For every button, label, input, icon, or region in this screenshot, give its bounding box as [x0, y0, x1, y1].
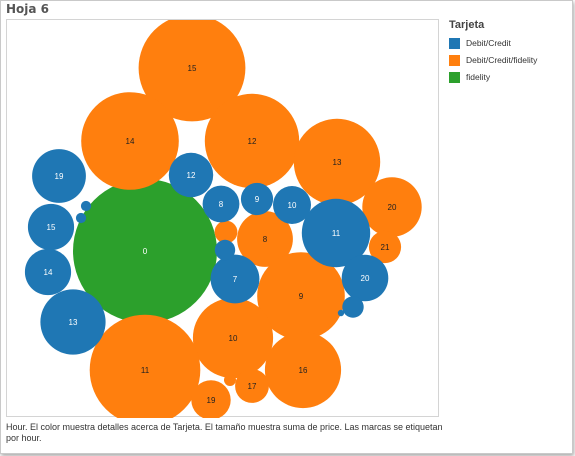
bubble-debit-credit-13[interactable]: [40, 289, 106, 355]
bubble-label: 10: [229, 334, 238, 343]
bubble-label: 17: [248, 382, 257, 391]
bubble-label: 7: [233, 275, 238, 284]
chart-caption: Hour. El color muestra detalles acerca d…: [6, 422, 443, 443]
bubble-debit-credit-unlabeled[interactable]: [75, 212, 87, 224]
bubble-debit-credit-fidelity-19[interactable]: [191, 380, 231, 418]
bubble-label: 15: [47, 223, 56, 232]
bubble-debit-credit-fidelity-unlabeled[interactable]: [214, 220, 238, 244]
legend-swatch: [449, 54, 460, 66]
bubble-label: 13: [69, 318, 78, 327]
bubble-label: 19: [207, 396, 216, 405]
legend-label: Debit/Credit: [466, 38, 511, 48]
bubble-debit-credit-fidelity-13[interactable]: [293, 118, 381, 206]
bubble-debit-credit-unlabeled[interactable]: [214, 239, 236, 261]
sheet-title: Hoja 6: [6, 2, 50, 16]
bubble-debit-credit-8[interactable]: [202, 185, 240, 223]
bubble-debit-credit-unlabeled[interactable]: [80, 200, 92, 212]
bubble-label: 9: [255, 195, 260, 204]
bubble-debit-credit-fidelity-15[interactable]: [138, 20, 246, 122]
bubble-label: 21: [381, 243, 390, 252]
legend: Tarjeta Debit/Credit Debit/Credit/fideli…: [449, 19, 571, 86]
legend-swatch: [449, 71, 460, 83]
bubble-debit-credit-fidelity-14[interactable]: [81, 92, 179, 190]
bubble-debit-credit-unlabeled[interactable]: [337, 309, 345, 317]
bubble-label: 0: [143, 247, 148, 256]
bubble-debit-credit-fidelity-10[interactable]: [192, 297, 274, 379]
legend-item-fidelity[interactable]: fidelity: [449, 69, 571, 85]
bubble-debit-credit-unlabeled[interactable]: [342, 296, 364, 318]
legend-item-debit-credit-fidelity[interactable]: Debit/Credit/fidelity: [449, 52, 571, 68]
bubble-debit-credit-7[interactable]: [210, 254, 260, 304]
bubble-debit-credit-fidelity-20[interactable]: [362, 177, 422, 237]
bubble-debit-credit-10[interactable]: [273, 186, 311, 224]
bubble-label: 20: [361, 274, 370, 283]
bubble-debit-credit-fidelity-16[interactable]: [264, 331, 342, 409]
bubble-debit-credit-fidelity-unlabeled[interactable]: [224, 374, 236, 386]
legend-label: Debit/Credit/fidelity: [466, 55, 538, 65]
bubble-label: 8: [263, 235, 268, 244]
bubble-label: 11: [332, 229, 341, 238]
bubble-label: 10: [288, 201, 297, 210]
bubble-label: 16: [299, 366, 308, 375]
bubble-label: 20: [388, 203, 397, 212]
bubble-debit-credit-20[interactable]: [341, 254, 389, 302]
bubble-label: 14: [44, 268, 53, 277]
bubble-label: 8: [219, 200, 224, 209]
bubble-label: 13: [333, 158, 342, 167]
bubble-label: 12: [187, 171, 196, 180]
bubble-fidelity-0[interactable]: [73, 179, 217, 323]
bubble-debit-credit-19[interactable]: [32, 149, 86, 203]
legend-label: fidelity: [466, 72, 491, 82]
bubble-debit-credit-15[interactable]: [27, 203, 75, 251]
bubble-debit-credit-fidelity-17[interactable]: [235, 369, 269, 403]
bubble-debit-credit-11[interactable]: [301, 198, 371, 268]
legend-title: Tarjeta: [449, 19, 485, 31]
bubble-debit-credit-fidelity-21[interactable]: [368, 230, 402, 264]
bubble-label: 11: [141, 366, 150, 375]
bubble-debit-credit-12[interactable]: [168, 152, 214, 198]
bubble-chart-area: 0 15 14 12 13 20 8 21 9 10 11 16 17 19 19 12 9 8 10 15 14 11 7…: [6, 19, 439, 418]
bubble-debit-credit-fidelity-12[interactable]: [204, 93, 300, 189]
legend-swatch: [449, 37, 460, 49]
bubble-debit-credit-fidelity-8[interactable]: [237, 211, 293, 267]
bubble-debit-credit-fidelity-9[interactable]: [257, 252, 345, 340]
bubble-label: 14: [126, 137, 135, 146]
bubble-debit-credit-fidelity-11[interactable]: [89, 314, 201, 418]
bubble-label: 12: [248, 137, 257, 146]
bubble-label: 19: [55, 172, 64, 181]
bubble-debit-credit-9[interactable]: [240, 182, 274, 216]
bubble-label: 9: [299, 292, 304, 301]
legend-item-debit-credit[interactable]: Debit/Credit: [449, 35, 571, 51]
bubble-debit-credit-14[interactable]: [24, 248, 72, 296]
bubble-label: 15: [188, 64, 197, 73]
bubble-chart: 0 15 14 12 13 20 8 21 9 10 11 16 17 19 19 12 9 8 10 15 14 11 7…: [24, 20, 422, 418]
